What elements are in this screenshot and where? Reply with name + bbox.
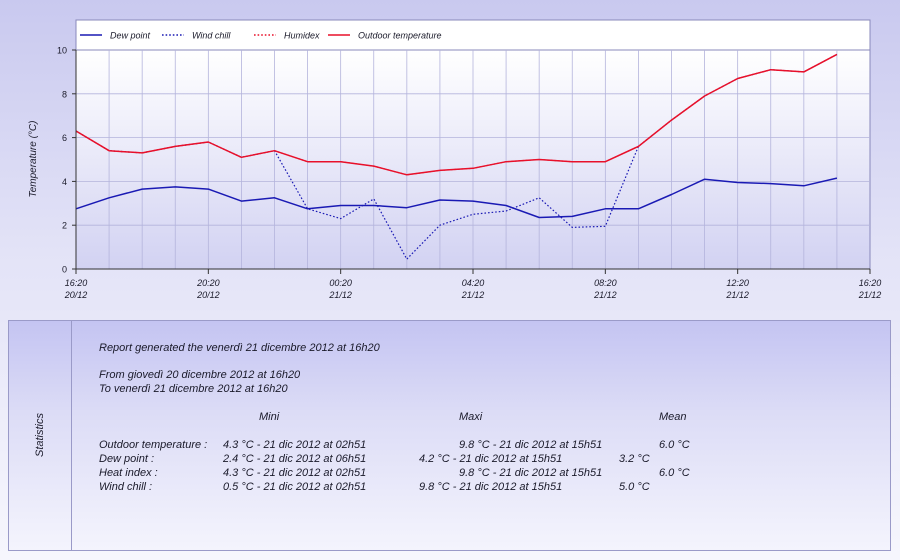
chart-panel: 0 2 4 6 8 10 16:20 20/12 20:20 20/12 00:20 21/12 04:… [28,19,881,301]
report-generated-line: Report generated the venerdì 21 dicembre… [99,342,380,354]
y-tick-label: 6 [62,133,67,143]
legend-label-humidex: Humidex [284,31,320,41]
row-min-wind-chill: 0.5 °C - 21 dic 2012 at 02h51 [223,481,367,493]
row-mean-outdoor-temperature: 6.0 °C [659,439,690,451]
x-tick-date-label: 20/12 [196,290,220,300]
legend: Dew point Wind chill Humidex Outdoor temper… [80,31,442,41]
x-tick-date-label: 21/12 [593,290,617,300]
x-tick-time-label: 08:20 [594,278,617,288]
legend-label-wind-chill: Wind chill [192,31,231,41]
row-label-dew-point: Dew point : [99,453,155,465]
y-tick-label: 10 [57,46,67,56]
y-tick-label: 0 [62,265,67,275]
header-min: Mini [259,411,280,423]
statistics-tab[interactable]: Statistics [9,321,72,550]
row-max-outdoor-temperature: 9.8 °C - 21 dic 2012 at 15h51 [459,439,603,451]
row-max-heat-index: 9.8 °C - 21 dic 2012 at 15h51 [459,467,603,479]
axes: 0 2 4 6 8 10 16:20 20/12 20:20 20/12 00:20 21/12 04:… [57,46,881,301]
statistics-tab-label: Statistics [34,412,46,458]
header-max: Maxi [459,411,483,423]
row-min-outdoor-temperature: 4.3 °C - 21 dic 2012 at 02h51 [223,439,367,451]
row-label-wind-chill: Wind chill : [99,481,153,493]
x-tick-date-label: 21/12 [461,290,485,300]
row-max-wind-chill: 9.8 °C - 21 dic 2012 at 15h51 [419,481,563,493]
series-line-dew-point [75,177,838,219]
row-min-dew-point: 2.4 °C - 21 dic 2012 at 06h51 [223,453,367,465]
from-line: From giovedì 20 dicembre 2012 at 16h20 [99,369,301,381]
header-mean: Mean [659,411,687,423]
y-tick-label: 8 [62,89,67,99]
row-label-heat-index: Heat index : [99,467,158,479]
y-tick-label: 4 [62,177,67,187]
series-lines [75,53,838,260]
x-tick-time-label: 20:20 [196,278,220,288]
legend-label-dew-point: Dew point [110,31,151,41]
statistics-panel: Statistics Report generated the venerdì … [8,320,891,551]
x-tick-date-label: 21/12 [328,290,352,300]
x-tick-date-label: 20/12 [64,290,88,300]
to-line: To venerdì 21 dicembre 2012 at 16h20 [99,383,288,395]
y-axis-label: Temperature (°C) [28,121,39,198]
row-min-heat-index: 4.3 °C - 21 dic 2012 at 02h51 [223,467,367,479]
x-tick-time-label: 12:20 [726,278,749,288]
series-line-outdoor-temperature [75,53,838,176]
row-max-dew-point: 4.2 °C - 21 dic 2012 at 15h51 [419,453,563,465]
y-tick-label: 2 [62,221,67,231]
legend-box [75,19,871,51]
row-mean-heat-index: 6.0 °C [659,467,690,479]
x-tick-time-label: 00:20 [329,278,352,288]
statistics-body: Report generated the venerdì 21 dicembre… [71,321,890,550]
grid-lines [76,50,870,269]
x-tick-time-label: 16:20 [65,278,88,288]
x-tick-time-label: 04:20 [462,278,485,288]
legend-label-outdoor-temperature: Outdoor temperature [358,31,442,41]
x-tick-date-label: 21/12 [725,290,749,300]
row-mean-dew-point: 3.2 °C [619,453,650,465]
row-label-outdoor-temperature: Outdoor temperature : [99,439,208,451]
row-mean-wind-chill: 5.0 °C [619,481,650,493]
x-tick-date-label: 21/12 [858,290,882,300]
x-tick-time-label: 16:20 [859,278,882,288]
temperature-chart: 0 2 4 6 8 10 16:20 20/12 20:20 20/12 00:20 21/12 04:… [28,19,881,301]
